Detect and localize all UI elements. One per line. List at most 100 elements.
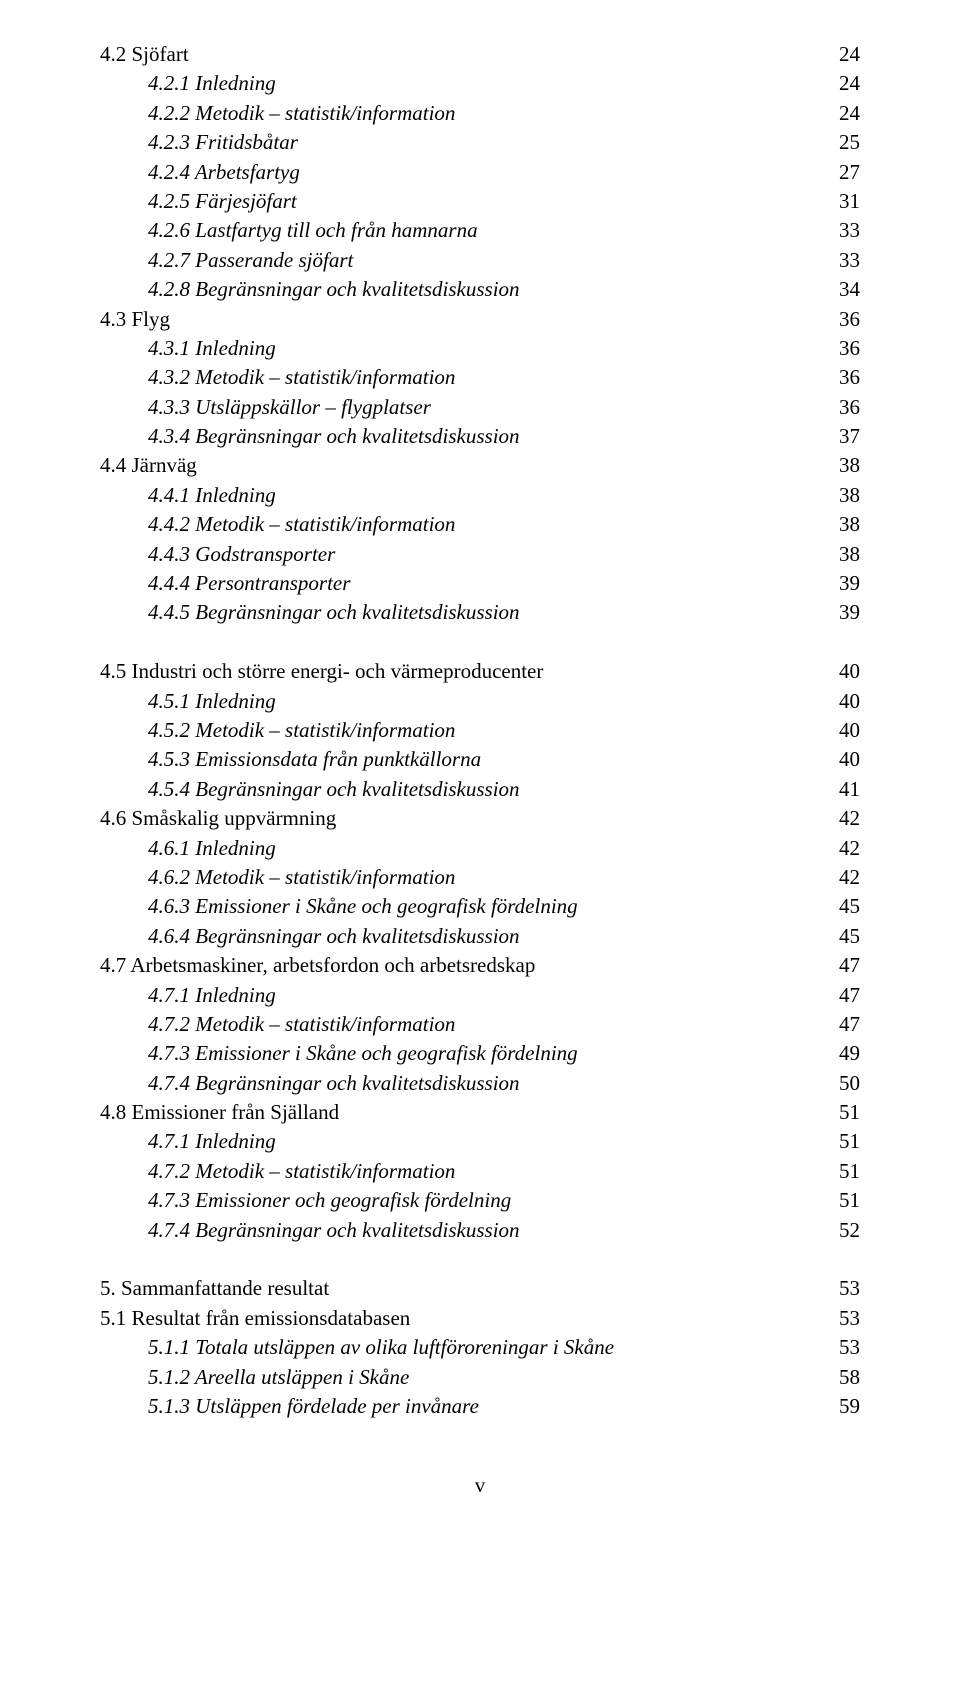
toc-entry-label: 4.2.4 Arbetsfartyg bbox=[100, 158, 300, 187]
toc-entry-page: 58 bbox=[806, 1363, 860, 1392]
toc-entry-label: 4.4.1 Inledning bbox=[100, 481, 276, 510]
toc-row: 4.6.3 Emissioner i Skåne och geografisk … bbox=[100, 892, 860, 921]
toc-entry-label: 5.1.3 Utsläppen fördelade per invånare bbox=[100, 1392, 479, 1421]
toc-row: 4.4.1 Inledning 38 bbox=[100, 481, 860, 510]
toc-entry-label: 4.2.2 Metodik – statistik/information bbox=[100, 99, 455, 128]
toc-entry-label: 5. Sammanfattande resultat bbox=[100, 1274, 329, 1303]
toc-entry-label: 4.5.3 Emissionsdata från punktkällorna bbox=[100, 745, 481, 774]
toc-row: 5. Sammanfattande resultat 53 bbox=[100, 1274, 860, 1303]
toc-entry-label: 4.2.6 Lastfartyg till och från hamnarna bbox=[100, 216, 478, 245]
toc-entry-page: 39 bbox=[806, 569, 860, 598]
toc-entry-page: 38 bbox=[806, 481, 860, 510]
toc-entry-label: 4.2.7 Passerande sjöfart bbox=[100, 246, 353, 275]
toc-entry-label: 4.7.4 Begränsningar och kvalitetsdiskuss… bbox=[100, 1216, 520, 1245]
toc-spacer bbox=[100, 1245, 860, 1274]
toc-entry-page: 52 bbox=[806, 1216, 860, 1245]
toc-entry-page: 42 bbox=[806, 834, 860, 863]
toc-row: 4.2.5 Färjesjöfart 31 bbox=[100, 187, 860, 216]
toc-entry-page: 27 bbox=[806, 158, 860, 187]
toc-row: 4.3.4 Begränsningar och kvalitetsdiskuss… bbox=[100, 422, 860, 451]
toc-entry-page: 47 bbox=[806, 1010, 860, 1039]
toc-row: 4.5 Industri och större energi- och värm… bbox=[100, 657, 860, 686]
toc-entry-page: 51 bbox=[806, 1157, 860, 1186]
toc-entry-label: 4.7.3 Emissioner i Skåne och geografisk … bbox=[100, 1039, 578, 1068]
toc-row: 5.1.1 Totala utsläppen av olika luftföro… bbox=[100, 1333, 860, 1362]
toc-entry-page: 41 bbox=[806, 775, 860, 804]
toc-row: 4.3.2 Metodik – statistik/information36 bbox=[100, 363, 860, 392]
toc-entry-label: 4.4 Järnväg bbox=[100, 451, 197, 480]
toc-row: 4.5.2 Metodik – statistik/information 40 bbox=[100, 716, 860, 745]
toc-row: 4.7.1 Inledning47 bbox=[100, 981, 860, 1010]
toc-entry-page: 38 bbox=[806, 451, 860, 480]
toc-entry-label: 4.6.3 Emissioner i Skåne och geografisk … bbox=[100, 892, 578, 921]
table-of-contents: 4.2 Sjöfart244.2.1 Inledning244.2.2 Meto… bbox=[100, 40, 860, 1421]
toc-entry-label: 4.6 Småskalig uppvärmning bbox=[100, 804, 336, 833]
toc-row: 5.1.3 Utsläppen fördelade per invånare59 bbox=[100, 1392, 860, 1421]
toc-entry-label: 4.4.2 Metodik – statistik/information bbox=[100, 510, 455, 539]
toc-entry-label: 4.7.2 Metodik – statistik/information bbox=[100, 1157, 455, 1186]
toc-row: 4.2.7 Passerande sjöfart33 bbox=[100, 246, 860, 275]
toc-entry-label: 5.1 Resultat från emissionsdatabasen bbox=[100, 1304, 410, 1333]
toc-row: 4.2.1 Inledning24 bbox=[100, 69, 860, 98]
toc-entry-page: 42 bbox=[806, 804, 860, 833]
toc-entry-label: 4.7.2 Metodik – statistik/information bbox=[100, 1010, 455, 1039]
toc-entry-label: 4.2.3 Fritidsbåtar bbox=[100, 128, 298, 157]
toc-row: 5.1.2 Areella utsläppen i Skåne 58 bbox=[100, 1363, 860, 1392]
toc-entry-page: 24 bbox=[806, 99, 860, 128]
toc-entry-page: 39 bbox=[806, 598, 860, 627]
toc-entry-label: 4.5.2 Metodik – statistik/information bbox=[100, 716, 455, 745]
toc-entry-page: 36 bbox=[806, 305, 860, 334]
toc-entry-label: 4.6.1 Inledning bbox=[100, 834, 276, 863]
toc-entry-label: 4.5.4 Begränsningar och kvalitetsdiskuss… bbox=[100, 775, 520, 804]
toc-entry-page: 42 bbox=[806, 863, 860, 892]
toc-entry-label: 4.7.4 Begränsningar och kvalitetsdiskuss… bbox=[100, 1069, 520, 1098]
toc-entry-page: 53 bbox=[806, 1274, 860, 1303]
toc-entry-label: 5.1.1 Totala utsläppen av olika luftföro… bbox=[100, 1333, 614, 1362]
toc-entry-page: 31 bbox=[806, 187, 860, 216]
toc-row: 4.6.4 Begränsningar och kvalitetsdiskuss… bbox=[100, 922, 860, 951]
toc-row: 4.2.6 Lastfartyg till och från hamnarna 3… bbox=[100, 216, 860, 245]
toc-row: 4.6.2 Metodik – statistik/information 42 bbox=[100, 863, 860, 892]
toc-entry-label: 5.1.2 Areella utsläppen i Skåne bbox=[100, 1363, 409, 1392]
toc-entry-label: 4.4.3 Godstransporter bbox=[100, 540, 335, 569]
toc-row: 4.7 Arbetsmaskiner, arbetsfordon och arb… bbox=[100, 951, 860, 980]
toc-entry-page: 40 bbox=[806, 716, 860, 745]
toc-row: 4.8 Emissioner från Själland51 bbox=[100, 1098, 860, 1127]
toc-row: 4.2.3 Fritidsbåtar25 bbox=[100, 128, 860, 157]
toc-row: 4.3 Flyg 36 bbox=[100, 305, 860, 334]
toc-entry-page: 45 bbox=[806, 922, 860, 951]
toc-entry-label: 4.3.1 Inledning bbox=[100, 334, 276, 363]
toc-entry-label: 4.2.5 Färjesjöfart bbox=[100, 187, 297, 216]
toc-entry-page: 53 bbox=[806, 1333, 860, 1362]
toc-entry-page: 38 bbox=[806, 510, 860, 539]
toc-entry-page: 37 bbox=[806, 422, 860, 451]
toc-entry-page: 33 bbox=[806, 216, 860, 245]
toc-entry-label: 4.4.4 Persontransporter bbox=[100, 569, 350, 598]
toc-entry-page: 38 bbox=[806, 540, 860, 569]
toc-entry-label: 4.3 Flyg bbox=[100, 305, 170, 334]
toc-entry-page: 40 bbox=[806, 657, 860, 686]
toc-entry-page: 36 bbox=[806, 393, 860, 422]
toc-row: 4.7.4 Begränsningar och kvalitetsdiskuss… bbox=[100, 1216, 860, 1245]
toc-row: 4.5.3 Emissionsdata från punktkällorna40 bbox=[100, 745, 860, 774]
toc-entry-label: 4.3.4 Begränsningar och kvalitetsdiskuss… bbox=[100, 422, 520, 451]
toc-entry-page: 49 bbox=[806, 1039, 860, 1068]
toc-entry-page: 53 bbox=[806, 1304, 860, 1333]
toc-row: 4.4.5 Begränsningar och kvalitetsdiskuss… bbox=[100, 598, 860, 627]
toc-row: 4.5.1 Inledning40 bbox=[100, 687, 860, 716]
toc-entry-label: 4.7 Arbetsmaskiner, arbetsfordon och arb… bbox=[100, 951, 535, 980]
toc-entry-page: 40 bbox=[806, 687, 860, 716]
toc-row: 4.2 Sjöfart24 bbox=[100, 40, 860, 69]
toc-row: 4.4.2 Metodik – statistik/information 38 bbox=[100, 510, 860, 539]
toc-row: 4.4.4 Persontransporter 39 bbox=[100, 569, 860, 598]
toc-row: 4.3.3 Utsläppskällor – flygplatser36 bbox=[100, 393, 860, 422]
toc-entry-label: 4.6.2 Metodik – statistik/information bbox=[100, 863, 455, 892]
toc-row: 4.2.4 Arbetsfartyg 27 bbox=[100, 158, 860, 187]
toc-row: 5.1 Resultat från emissionsdatabasen 53 bbox=[100, 1304, 860, 1333]
toc-row: 4.3.1 Inledning36 bbox=[100, 334, 860, 363]
toc-entry-label: 4.7.1 Inledning bbox=[100, 1127, 276, 1156]
toc-row: 4.4.3 Godstransporter 38 bbox=[100, 540, 860, 569]
toc-row: 4.5.4 Begränsningar och kvalitetsdiskuss… bbox=[100, 775, 860, 804]
toc-entry-page: 45 bbox=[806, 892, 860, 921]
toc-row: 4.2.2 Metodik – statistik/information 24 bbox=[100, 99, 860, 128]
